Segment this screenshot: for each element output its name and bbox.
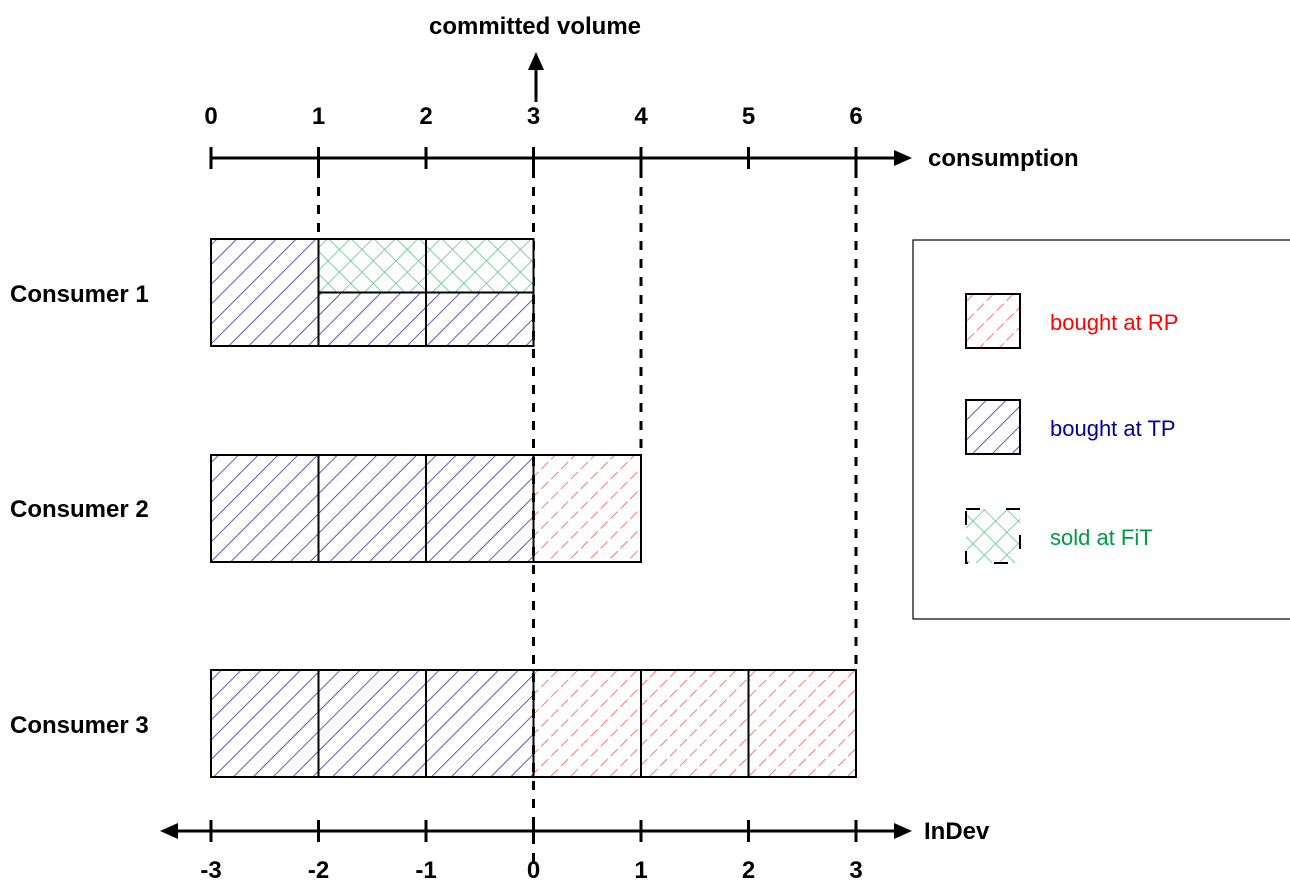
segment-bought-at-tp — [317, 669, 427, 778]
indev-tick-label: 2 — [742, 857, 755, 884]
legend-item-rp: bought at RP — [965, 293, 1178, 349]
consumption-tick-label: 1 — [312, 103, 325, 130]
consumer-2-label: Consumer 2 — [10, 496, 149, 523]
consumption-tick-label: 0 — [204, 103, 217, 130]
segment-sold-at-fit — [425, 238, 535, 294]
consumer-1-label: Consumer 1 — [10, 281, 149, 308]
segment-bought-at-tp — [317, 291, 427, 347]
segment-bought-at-tp — [210, 669, 320, 778]
segment-sold-at-fit — [317, 238, 427, 294]
legend: bought at RP bought at TP sold at FiT — [912, 239, 1290, 620]
consumption-axis-label: consumption — [928, 145, 1079, 172]
legend-items: bought at RP bought at TP sold at FiT — [965, 293, 1178, 564]
committed-volume-marker: committed volume — [429, 13, 641, 102]
legend-swatch-rp — [965, 293, 1021, 349]
segment-bought-at-tp — [210, 454, 320, 563]
committed-volume-label: committed volume — [429, 13, 641, 40]
legend-item-fit: sold at FiT — [965, 508, 1153, 564]
legend-swatch-fit — [966, 509, 1020, 563]
consumer-1-bar — [210, 238, 535, 347]
segment-bought-at-tp — [425, 454, 535, 563]
indev-tick-label: 0 — [527, 857, 540, 884]
indev-tick-label: 1 — [634, 857, 647, 884]
consumption-tick-label: 3 — [527, 103, 540, 130]
indev-axis: InDev — [160, 818, 990, 845]
legend-label-rp: bought at RP — [1050, 310, 1178, 335]
consumption-axis-arrowhead — [894, 150, 912, 166]
segment-bought-at-tp — [317, 454, 427, 563]
legend-item-tp: bought at TP — [965, 399, 1176, 455]
consumer-2-bar — [210, 454, 642, 563]
indev-tick-label: -3 — [200, 857, 221, 884]
consumption-tick-label: 2 — [419, 103, 432, 130]
consumption-tick-label: 6 — [849, 103, 862, 130]
legend-label-fit: sold at FiT — [1050, 525, 1153, 550]
indev-axis-ticks: -3 -2 -1 0 1 2 3 — [200, 820, 863, 884]
legend-swatch-fit-border — [965, 508, 1021, 564]
legend-swatch-tp — [965, 399, 1021, 455]
consumer-3-bar — [210, 669, 857, 778]
indev-tick-label: -2 — [308, 857, 329, 884]
segment-bought-at-rp — [640, 669, 750, 778]
consumption-tick-label: 5 — [742, 103, 755, 130]
segment-bought-at-tp — [425, 291, 535, 347]
consumption-tick-label: 4 — [634, 103, 648, 130]
indev-axis-right-arrowhead — [894, 823, 912, 839]
consumer-bars — [210, 238, 857, 778]
segment-bought-at-rp — [532, 454, 642, 563]
indev-tick-label: -1 — [415, 857, 436, 884]
segment-bought-at-rp — [532, 669, 642, 778]
consumer-labels: Consumer 1 Consumer 2 Consumer 3 — [10, 281, 149, 739]
indev-axis-label: InDev — [924, 818, 990, 845]
consumption-axis: consumption — [210, 145, 1079, 172]
consumption-axis-ticks: 0 1 2 3 4 5 6 — [204, 103, 863, 169]
segment-bought-at-rp — [747, 669, 857, 778]
indev-tick-label: 3 — [849, 857, 862, 884]
legend-label-tp: bought at TP — [1050, 416, 1176, 441]
segment-bought-at-tp — [425, 669, 535, 778]
committed-volume-arrowhead — [528, 52, 544, 70]
indev-axis-left-arrowhead — [160, 823, 178, 839]
segment-bought-at-tp — [210, 238, 320, 347]
consumer-3-label: Consumer 3 — [10, 712, 149, 739]
